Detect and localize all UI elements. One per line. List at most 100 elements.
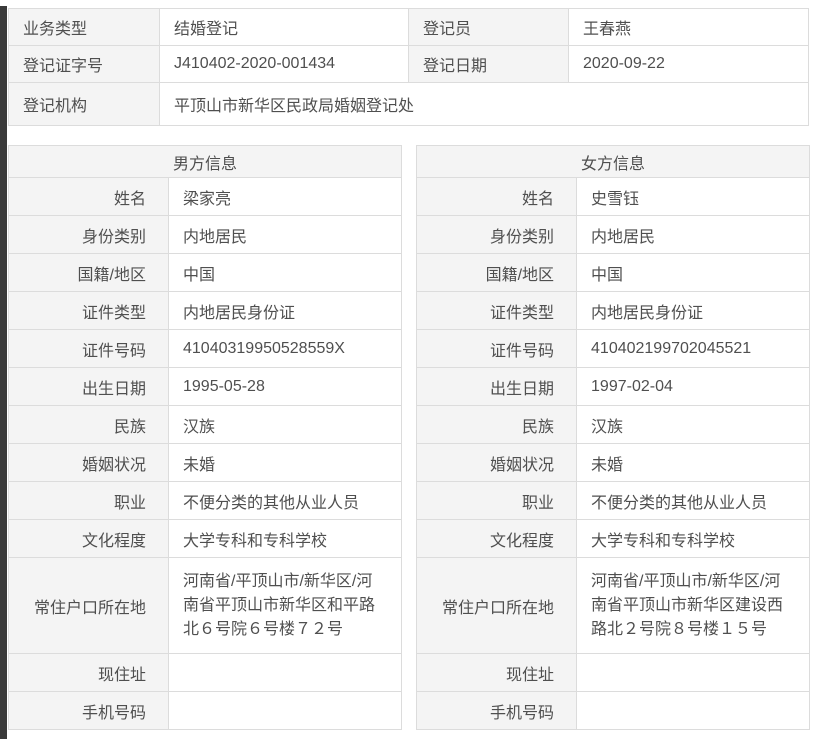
field-label: 手机号码 [416,691,578,730]
field-value: 内地居民 [576,215,811,254]
field-label: 婚姻状况 [8,443,169,482]
registration-summary-table: 业务类型 结婚登记 登记员 王春燕 登记证字号 J410402-2020-001… [8,8,809,126]
table-row: 业务类型 结婚登记 登记员 王春燕 [8,8,809,46]
table-row: 婚姻状况 未婚 [8,443,403,482]
field-value: 梁家亮 [167,177,403,216]
field-label: 证件号码 [416,329,578,368]
registration-date-label: 登记日期 [408,45,569,83]
field-value: 汉族 [576,405,811,444]
field-value [576,691,811,730]
field-value: 河南省/平顶山市/新华区/河南省平顶山市新华区和平路北６号院６号楼７２号 [167,557,403,654]
female-info-title: 女方信息 [416,145,811,178]
table-row: 民族 汉族 [8,405,403,444]
table-row: 出生日期 1997-02-04 [416,367,811,406]
table-row: 出生日期 1995-05-28 [8,367,403,406]
field-value: 未婚 [576,443,811,482]
field-value: 1995-05-28 [167,367,403,406]
male-info-table: 男方信息 姓名 梁家亮 身份类别 内地居民 国籍/地区 中国 证件类型 内地居民… [7,145,403,730]
field-label: 姓名 [8,177,169,216]
field-label: 出生日期 [8,367,169,406]
field-label: 民族 [8,405,169,444]
field-label: 职业 [416,481,578,520]
table-row: 证件类型 内地居民身份证 [416,291,811,330]
field-value: 中国 [167,253,403,292]
table-row: 职业 不便分类的其他从业人员 [416,481,811,520]
table-row: 婚姻状况 未婚 [416,443,811,482]
field-value [167,653,403,692]
field-label: 证件类型 [416,291,578,330]
field-label: 职业 [8,481,169,520]
field-label: 手机号码 [8,691,169,730]
table-row: 男方信息 [7,145,403,178]
table-row: 身份类别 内地居民 [416,215,811,254]
table-row: 证件号码 41040319950528559X [8,329,403,368]
field-label: 婚姻状况 [416,443,578,482]
registrar-value: 王春燕 [568,8,809,46]
field-value: 河南省/平顶山市/新华区/河南省平顶山市新华区建设西路北２号院８号楼１５号 [576,557,811,654]
table-row: 国籍/地区 中国 [8,253,403,292]
field-value: 410402199702045521 [576,329,811,368]
table-row: 姓名 史雪钰 [416,177,811,216]
business-type-value: 结婚登记 [159,8,409,46]
field-label: 常住户口所在地 [416,557,578,654]
certificate-no-label: 登记证字号 [8,45,160,83]
field-value: 1997-02-04 [576,367,811,406]
field-value [576,653,811,692]
field-value: 中国 [576,253,811,292]
table-row: 文化程度 大学专科和专科学校 [416,519,811,558]
field-label: 国籍/地区 [416,253,578,292]
registration-date-value: 2020-09-22 [568,45,809,83]
left-edge-strip [0,6,7,739]
field-label: 现住址 [8,653,169,692]
table-row: 国籍/地区 中国 [416,253,811,292]
table-row: 姓名 梁家亮 [8,177,403,216]
business-type-label: 业务类型 [8,8,160,46]
female-info-table: 女方信息 姓名 史雪钰 身份类别 内地居民 国籍/地区 中国 证件类型 内地居民… [416,145,811,730]
field-value: 内地居民身份证 [167,291,403,330]
field-value: 大学专科和专科学校 [167,519,403,558]
field-value: 41040319950528559X [167,329,403,368]
field-value [167,691,403,730]
table-row: 身份类别 内地居民 [8,215,403,254]
person-tables-container: 男方信息 姓名 梁家亮 身份类别 内地居民 国籍/地区 中国 证件类型 内地居民… [7,145,811,730]
field-label: 姓名 [416,177,578,216]
table-row: 登记证字号 J410402-2020-001434 登记日期 2020-09-2… [8,45,809,83]
field-label: 文化程度 [416,519,578,558]
table-row: 职业 不便分类的其他从业人员 [8,481,403,520]
table-row: 手机号码 [416,691,811,730]
table-row: 女方信息 [416,145,811,178]
table-row: 民族 汉族 [416,405,811,444]
field-label: 文化程度 [8,519,169,558]
field-label: 出生日期 [416,367,578,406]
table-row: 证件号码 410402199702045521 [416,329,811,368]
field-label: 民族 [416,405,578,444]
table-row: 证件类型 内地居民身份证 [8,291,403,330]
field-label: 身份类别 [8,215,169,254]
field-value: 内地居民 [167,215,403,254]
field-label: 常住户口所在地 [8,557,169,654]
table-row: 常住户口所在地 河南省/平顶山市/新华区/河南省平顶山市新华区和平路北６号院６号… [8,557,403,654]
field-label: 现住址 [416,653,578,692]
table-row: 常住户口所在地 河南省/平顶山市/新华区/河南省平顶山市新华区建设西路北２号院８… [416,557,811,654]
registration-office-label: 登记机构 [8,82,160,126]
field-value: 不便分类的其他从业人员 [576,481,811,520]
field-value: 史雪钰 [576,177,811,216]
field-value: 大学专科和专科学校 [576,519,811,558]
registration-office-value: 平顶山市新华区民政局婚姻登记处 [159,82,809,126]
field-label: 身份类别 [416,215,578,254]
registrar-label: 登记员 [408,8,569,46]
field-label: 国籍/地区 [8,253,169,292]
table-row: 现住址 [416,653,811,692]
certificate-no-value: J410402-2020-001434 [159,45,409,83]
table-row: 手机号码 [8,691,403,730]
field-value: 汉族 [167,405,403,444]
table-row: 登记机构 平顶山市新华区民政局婚姻登记处 [8,82,809,126]
table-row: 现住址 [8,653,403,692]
field-value: 不便分类的其他从业人员 [167,481,403,520]
field-value: 内地居民身份证 [576,291,811,330]
male-info-title: 男方信息 [7,145,403,178]
table-row: 文化程度 大学专科和专科学校 [8,519,403,558]
field-label: 证件号码 [8,329,169,368]
field-label: 证件类型 [8,291,169,330]
